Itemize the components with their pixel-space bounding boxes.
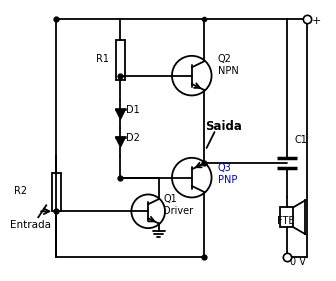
Text: NPN: NPN — [217, 66, 238, 76]
Text: C1: C1 — [295, 135, 308, 145]
Bar — [116, 40, 125, 80]
Text: Q1: Q1 — [163, 194, 177, 204]
Text: D1: D1 — [126, 105, 140, 115]
Text: Q2: Q2 — [217, 54, 232, 64]
Circle shape — [172, 158, 212, 198]
Text: Q3: Q3 — [217, 163, 231, 173]
Text: Entrada: Entrada — [10, 220, 51, 230]
Text: FTE: FTE — [277, 216, 294, 226]
Polygon shape — [116, 137, 125, 147]
Text: PNP: PNP — [217, 175, 237, 185]
Text: 0 V: 0 V — [290, 257, 306, 267]
Text: D2: D2 — [126, 133, 140, 143]
Text: Saida: Saida — [206, 120, 243, 133]
Text: R1: R1 — [96, 54, 109, 64]
Circle shape — [172, 56, 212, 96]
Bar — [52, 173, 60, 210]
Text: R2: R2 — [13, 187, 27, 196]
Circle shape — [131, 194, 165, 228]
Text: +: + — [311, 16, 321, 26]
Polygon shape — [116, 109, 125, 119]
Bar — [280, 207, 293, 227]
Text: Driver: Driver — [163, 206, 193, 216]
